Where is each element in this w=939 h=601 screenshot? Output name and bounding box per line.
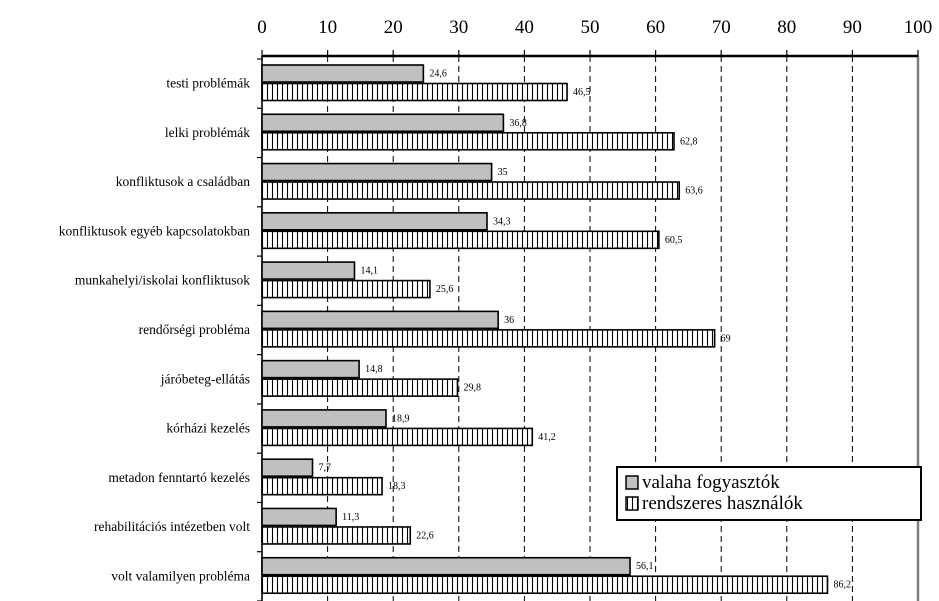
category-label: konfliktusok a családban: [116, 174, 250, 189]
data-label: 24,6: [429, 69, 447, 80]
legend-box: [616, 466, 922, 521]
x-tick-label: 30: [449, 17, 468, 38]
x-tick-label: 10: [318, 17, 337, 38]
bar-series-1: [261, 359, 360, 379]
data-label: 29,8: [463, 383, 481, 394]
data-label: 14,1: [360, 266, 378, 277]
bar-series-2: [261, 131, 675, 151]
data-label: 36: [504, 315, 514, 326]
category-label: metadon fenntartó kezelés: [108, 470, 250, 485]
category-label: rehabilitációs intézetben volt: [94, 519, 250, 534]
data-label: 35: [498, 167, 508, 178]
bar-series-2: [261, 181, 681, 200]
legend: valaha fogyasztók rendszeres használók: [616, 466, 922, 521]
data-label: 18,3: [388, 481, 406, 492]
x-tick-label: 80: [777, 17, 796, 38]
bar-series-1: [261, 261, 356, 280]
category-label: járóbeteg-ellátás: [160, 371, 250, 386]
data-label: 69: [721, 333, 731, 344]
data-label: 62,8: [680, 136, 698, 147]
data-label: 63,6: [685, 186, 703, 197]
data-label: 36,8: [509, 118, 526, 129]
x-tick-label: 100: [904, 17, 933, 38]
category-labels: testi problémák lelki problémák konfliktus…: [59, 76, 250, 584]
category-label: rendőrségi probléma: [139, 322, 250, 337]
legend-swatch-series-2: [625, 496, 639, 511]
bar-series-1: [261, 507, 337, 527]
category-label: volt valamilyen probléma: [111, 568, 250, 583]
category-label: konfliktusok egyéb kapcsolatokban: [59, 223, 250, 238]
category-label: lelki problémák: [165, 125, 250, 140]
x-tick-label: 60: [646, 17, 665, 38]
bar-series-2: [261, 575, 829, 595]
bar-series-2: [261, 279, 431, 299]
bars: [261, 64, 829, 595]
bar-series-2: [261, 476, 383, 496]
data-label: 41,2: [538, 432, 556, 443]
bar-series-1: [261, 64, 425, 83]
bar-series-2: [261, 230, 660, 250]
bar-series-1: [261, 212, 488, 231]
bar-series-1: [261, 409, 387, 428]
x-tick-labels: 0 10 20 30 40 50 60 70 80 90 100: [257, 17, 932, 38]
bar-series-2: [261, 427, 534, 447]
legend-label-series-1: valaha fogyasztók: [642, 472, 780, 493]
x-tick-label: 0: [257, 17, 267, 38]
legend-label-series-2: rendszeres használók: [642, 493, 803, 514]
data-label: 18,9: [392, 413, 410, 424]
category-label: kórházi kezelés: [166, 421, 250, 436]
x-tick-label: 20: [384, 17, 403, 38]
data-label: 7,7: [319, 463, 332, 474]
data-label: 25,6: [436, 284, 454, 295]
bar-series-2: [261, 329, 716, 348]
bar-series-2: [261, 526, 412, 545]
data-label: 14,8: [365, 364, 383, 375]
data-labels: 24,6 46,5 36,8 62,8 35 63,6 34,3 60,5 14,1 25,6 36…: [319, 69, 851, 591]
data-label: 11,3: [342, 512, 359, 523]
x-tick-label: 50: [581, 17, 600, 38]
bar-series-1: [261, 556, 631, 576]
data-label: 60,5: [665, 235, 683, 246]
x-tick-label: 40: [515, 17, 534, 38]
data-label: 46,5: [573, 87, 591, 98]
data-label: 34,3: [493, 216, 511, 227]
bar-series-1: [261, 162, 493, 182]
data-label: 22,6: [416, 530, 434, 541]
legend-swatch-series-1: [625, 475, 639, 490]
bar-series-1: [261, 458, 314, 477]
bar-series-1: [261, 113, 505, 133]
category-label: munkahelyi/iskolai konfliktusok: [75, 273, 250, 288]
data-label: 86,2: [833, 580, 851, 591]
category-label: testi problémák: [166, 76, 250, 91]
bar-series-2: [261, 82, 568, 102]
bar-series-1: [261, 310, 499, 330]
data-label: 56,1: [636, 561, 654, 572]
x-tick-label: 90: [843, 17, 862, 38]
bar-series-2: [261, 378, 459, 397]
x-tick-label: 70: [712, 17, 731, 38]
